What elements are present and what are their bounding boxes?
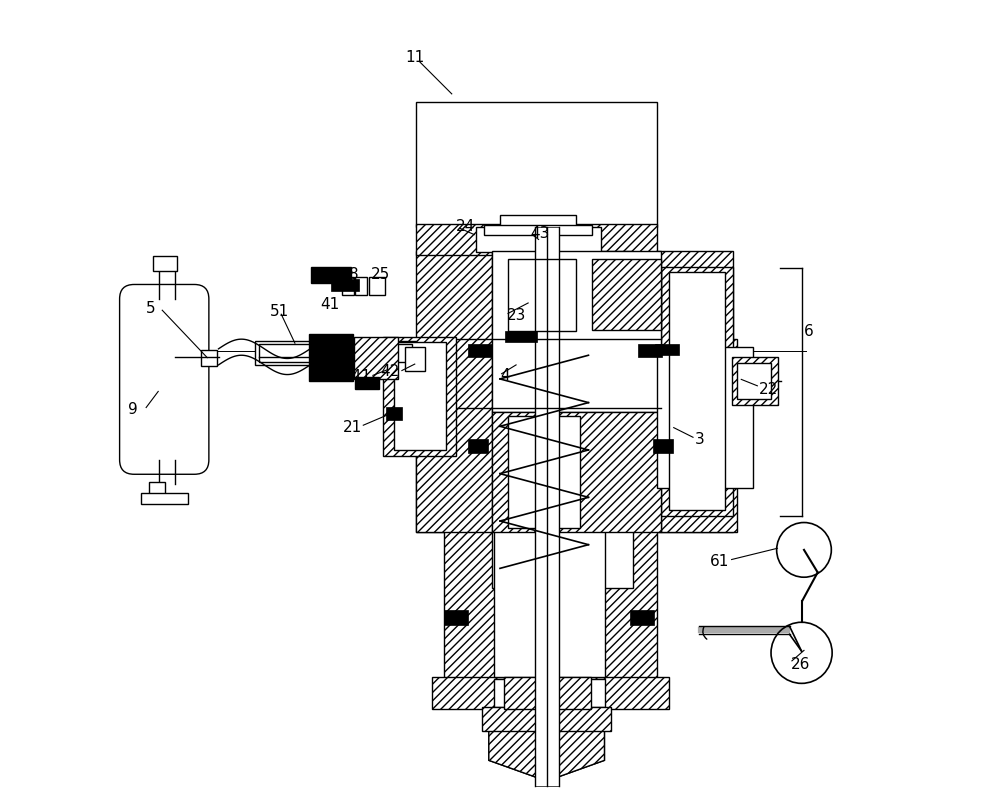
Bar [476, 227, 601, 253]
Bar [342, 278, 354, 295]
Bar [653, 439, 673, 454]
Bar [737, 363, 771, 399]
Bar [444, 528, 657, 681]
Bar [405, 347, 425, 371]
FancyBboxPatch shape [120, 285, 209, 475]
Polygon shape [489, 698, 604, 781]
Bar [309, 334, 353, 381]
Bar [386, 407, 402, 420]
Bar [432, 677, 669, 709]
Bar [661, 371, 737, 532]
Bar [201, 349, 217, 366]
Bar [535, 227, 559, 785]
Bar [369, 278, 385, 295]
Bar [508, 416, 580, 528]
Bar [661, 339, 737, 412]
Bar [492, 251, 661, 412]
Bar [355, 278, 367, 295]
Bar [661, 267, 733, 516]
Bar [494, 529, 605, 677]
Bar [354, 337, 398, 379]
Text: 43: 43 [531, 225, 550, 240]
Text: 4: 4 [500, 368, 510, 383]
Bar [311, 338, 350, 378]
Bar [141, 493, 188, 504]
Bar [255, 341, 416, 365]
Text: 42: 42 [380, 364, 399, 378]
Text: 6: 6 [804, 324, 814, 339]
Text: 61: 61 [710, 554, 729, 570]
Bar [482, 707, 611, 731]
Text: 51: 51 [270, 304, 289, 320]
Bar [468, 439, 488, 454]
Text: 5: 5 [146, 301, 156, 316]
Text: 23: 23 [506, 307, 526, 323]
Bar [508, 259, 576, 331]
Text: 8: 8 [349, 267, 358, 282]
Bar [492, 412, 661, 532]
Bar [416, 102, 657, 227]
Bar [331, 279, 359, 291]
Bar [505, 331, 537, 341]
Bar [655, 344, 679, 355]
Bar [500, 215, 576, 227]
Polygon shape [489, 698, 604, 781]
Bar [444, 610, 468, 625]
Bar [484, 225, 592, 235]
Bar [416, 339, 492, 412]
Bar [630, 610, 654, 625]
Bar [492, 251, 633, 588]
Bar [669, 273, 725, 510]
Text: 22: 22 [759, 382, 778, 396]
Text: 11: 11 [405, 50, 424, 65]
Bar [638, 344, 662, 357]
Text: 9: 9 [128, 402, 138, 416]
Text: 21: 21 [342, 420, 362, 435]
Bar [153, 257, 177, 271]
Bar [416, 408, 492, 532]
Bar [259, 344, 412, 362]
Bar [657, 347, 753, 488]
Bar [592, 259, 661, 329]
Text: 241: 241 [342, 370, 371, 384]
Bar [494, 679, 605, 707]
Bar [394, 341, 446, 450]
Bar [416, 224, 657, 255]
Text: 25: 25 [371, 267, 391, 282]
Bar [355, 377, 379, 389]
Text: 3: 3 [695, 433, 704, 447]
Bar [504, 677, 591, 709]
Bar [416, 251, 733, 532]
Text: 24: 24 [456, 219, 475, 234]
Bar [311, 267, 351, 283]
Text: 26: 26 [791, 658, 811, 672]
Bar [732, 357, 778, 405]
Bar [149, 483, 165, 494]
Bar [468, 344, 492, 357]
Text: 41: 41 [320, 297, 339, 312]
Bar [383, 337, 456, 456]
Text: 7: 7 [334, 267, 344, 282]
